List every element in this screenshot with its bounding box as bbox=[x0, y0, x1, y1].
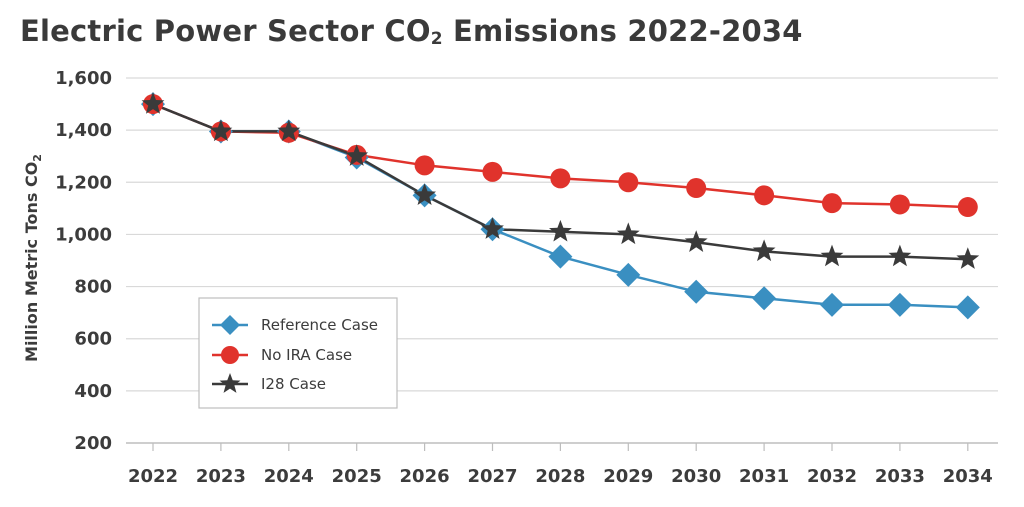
series-lines bbox=[152, 102, 968, 309]
legend-item: Reference Case bbox=[212, 315, 378, 335]
diamond-marker bbox=[887, 292, 912, 317]
y-axis-label: Million Metric Tons CO2 bbox=[22, 154, 44, 362]
x-axis-ticks: 2022 2023 2024 2025 2026 2027 2028 2029 2030 2031… bbox=[128, 443, 993, 487]
diamond-marker bbox=[820, 292, 844, 317]
y-tick-label: 400 bbox=[74, 381, 112, 402]
star-marker bbox=[684, 230, 708, 252]
x-tick-label: 2023 bbox=[196, 466, 246, 487]
star-marker bbox=[219, 373, 241, 393]
circle-marker bbox=[221, 346, 239, 364]
legend-item: No IRA Case bbox=[212, 346, 352, 364]
legend-label: No IRA Case bbox=[261, 346, 352, 364]
star-marker bbox=[548, 219, 572, 242]
legend-label: Reference Case bbox=[261, 316, 378, 334]
x-tick-label: 2022 bbox=[128, 466, 178, 487]
circle-marker bbox=[550, 168, 571, 189]
circle-marker bbox=[414, 155, 435, 176]
star-marker bbox=[956, 247, 980, 269]
x-tick-label: 2028 bbox=[535, 466, 585, 487]
star-marker bbox=[481, 217, 504, 239]
circle-marker bbox=[618, 172, 639, 193]
x-tick-label: 2026 bbox=[400, 466, 450, 487]
x-tick-label: 2034 bbox=[943, 466, 993, 487]
series-marker-group bbox=[143, 94, 978, 218]
star-marker bbox=[141, 92, 165, 114]
x-tick-label: 2029 bbox=[603, 466, 653, 487]
star-marker bbox=[616, 222, 640, 245]
circle-marker bbox=[889, 194, 910, 215]
series-marker-group bbox=[141, 92, 980, 269]
star-marker bbox=[413, 183, 437, 206]
y-tick-label: 200 bbox=[74, 433, 112, 454]
diamond-marker bbox=[752, 286, 777, 311]
star-marker bbox=[888, 244, 912, 267]
star-marker bbox=[820, 244, 844, 267]
series-line bbox=[152, 102, 968, 209]
diamond-marker bbox=[616, 262, 641, 287]
x-tick-label: 2032 bbox=[807, 466, 857, 487]
series-line bbox=[152, 102, 968, 309]
x-tick-label: 2033 bbox=[875, 466, 925, 487]
y-tick-label: 1,000 bbox=[55, 224, 112, 245]
circle-marker bbox=[482, 161, 503, 182]
diamond-marker bbox=[548, 244, 573, 269]
star-marker bbox=[752, 239, 776, 262]
x-tick-label: 2031 bbox=[739, 466, 789, 487]
legend-item: I28 Case bbox=[212, 373, 326, 393]
y-axis-ticks: 200 400 600 800 1,000 1,200 1,400 1,600 bbox=[55, 68, 112, 454]
x-tick-label: 2025 bbox=[332, 466, 382, 487]
y-tick-label: 600 bbox=[74, 329, 112, 350]
y-tick-label: 1,400 bbox=[55, 120, 112, 141]
series-marker-group bbox=[141, 92, 980, 320]
circle-marker bbox=[686, 178, 707, 199]
diamond-marker bbox=[220, 315, 240, 335]
diamond-marker bbox=[955, 295, 980, 320]
y-tick-label: 1,200 bbox=[55, 172, 112, 193]
y-tick-label: 1,600 bbox=[55, 68, 112, 89]
circle-marker bbox=[957, 197, 978, 218]
star-marker bbox=[345, 144, 369, 166]
legend-label: I28 Case bbox=[261, 375, 326, 393]
x-tick-label: 2030 bbox=[671, 466, 721, 487]
circle-marker bbox=[822, 193, 842, 214]
diamond-marker bbox=[684, 279, 709, 304]
star-marker bbox=[209, 119, 233, 142]
chart-title: Electric Power Sector CO2 Emissions 2022… bbox=[20, 14, 803, 49]
circle-marker bbox=[754, 185, 775, 206]
star-marker bbox=[277, 119, 301, 142]
y-tick-label: 800 bbox=[74, 277, 112, 298]
legend: Reference Case No IRA Case I28 Case bbox=[198, 297, 398, 409]
x-tick-label: 2027 bbox=[467, 466, 517, 487]
series-markers bbox=[141, 92, 980, 320]
x-tick-label: 2024 bbox=[264, 466, 314, 487]
